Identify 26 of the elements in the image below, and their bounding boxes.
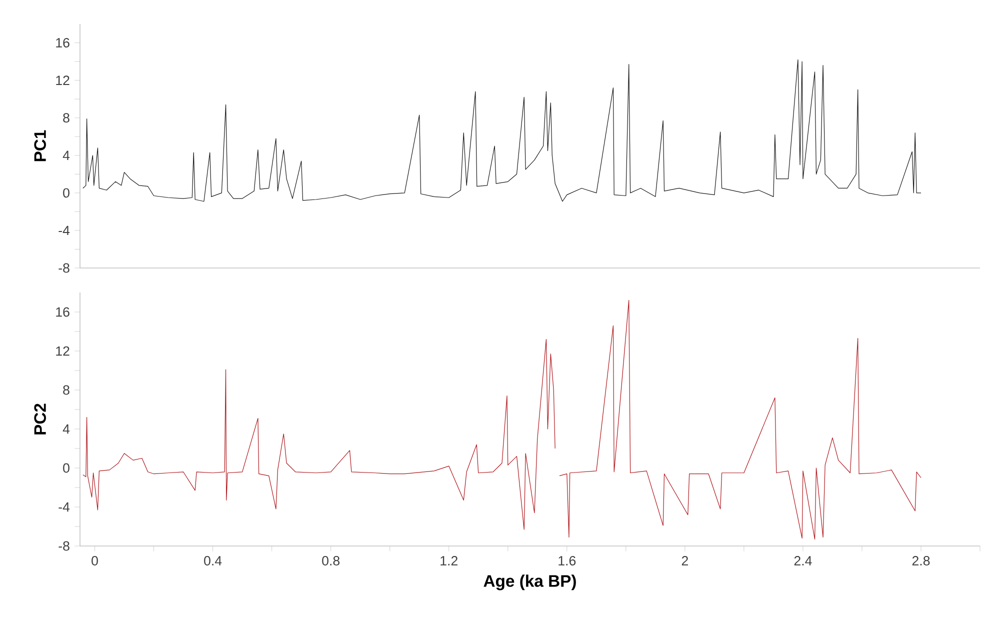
y-tick-label: 0 <box>63 463 70 473</box>
y-tick-label: 12 <box>56 76 70 85</box>
x-tick-label: 1.2 <box>440 556 458 566</box>
y-axis-title: PC1 <box>34 130 46 162</box>
x-tick-label: 0 <box>92 556 98 566</box>
y-tick-label: 0 <box>63 188 70 198</box>
y-tick-label: 4 <box>62 150 70 160</box>
y-tick-label: 8 <box>63 113 70 123</box>
x-tick-label: 2.8 <box>912 556 930 566</box>
x-tick-label: 1.6 <box>558 556 576 566</box>
y-tick-label: -4 <box>58 502 70 512</box>
y-tick-label: 8 <box>63 385 70 395</box>
x-tick-label: 0.8 <box>322 556 340 566</box>
y-tick-label: 16 <box>56 38 70 48</box>
y-tick-label: -8 <box>58 541 70 551</box>
y-tick-label: -4 <box>58 226 70 236</box>
line-series <box>82 59 922 202</box>
x-tick-label: 2 <box>682 556 688 566</box>
y-tick-label: -8 <box>58 263 70 273</box>
x-axis-title: Age (ka BP) <box>484 574 576 590</box>
x-tick-label: 0.4 <box>204 556 222 566</box>
x-tick-label: 2.4 <box>794 556 812 566</box>
y-tick-label: 16 <box>56 307 70 317</box>
y-axis-title: PC2 <box>34 404 46 434</box>
y-tick-label: 4 <box>62 424 70 434</box>
y-tick-label: 12 <box>56 346 70 356</box>
